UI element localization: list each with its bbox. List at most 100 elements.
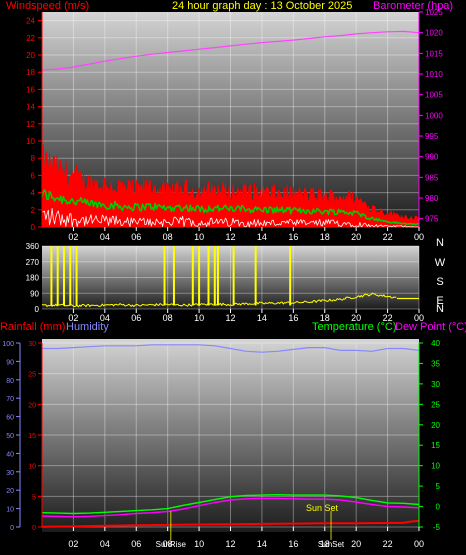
temperature-tick-label: 0 [436,503,441,512]
compass-label: W [435,257,446,269]
temperature-tick-label: 5 [436,482,441,491]
wind-tick-label: 12 [26,120,35,129]
barometer-series [41,30,420,71]
x-tick-label: 00 [414,313,424,323]
wind-tick-label: 10 [26,137,35,146]
wind-axis-title: Windspeed (m/s) [6,0,89,12]
wind-tick-label: 16 [26,85,35,94]
x-tick-label: 20 [351,539,361,549]
wind-tick-label: 4 [31,189,36,198]
x-tick-label: 04 [100,539,110,549]
x-tick-label: 06 [131,539,141,549]
wind-tick-label: 22 [26,34,35,43]
wind-average-series [41,189,420,226]
humidity-series [42,344,420,353]
humidity-tick-label: 60 [6,415,14,422]
temperature-tick-label: 40 [431,339,440,348]
wind-gust-series [41,144,420,228]
temperature-tick-label: 20 [431,421,440,430]
humidity-tick-label: 70 [6,396,14,403]
dewpoint-series [41,497,420,518]
temperature-tick-label: -5 [433,523,441,532]
humidity-tick-label: 10 [6,507,14,514]
wind-tick-label: 6 [31,171,36,180]
x-tick-label: 00 [414,539,424,549]
rain-tick-label: 0 [32,525,36,532]
x-tick-label: 08 [163,232,173,242]
x-tick-label: 08 [163,313,173,323]
x-tick-label: 22 [383,539,393,549]
humidity-tick-label: 80 [6,378,14,385]
wind-tick-label: 8 [31,154,36,163]
x-tick-label: 18 [320,313,330,323]
compass-label: N [436,237,444,249]
sunset-label-bottom: SunSet [318,540,345,549]
x-tick-label: 12 [225,539,235,549]
rain-tick-label: 15 [28,433,36,440]
direction-tick-label: 90 [30,289,39,298]
x-tick-label: 02 [68,232,78,242]
wind-tick-label: 2 [31,206,36,215]
x-tick-label: 04 [100,232,110,242]
humidity-axis-title: Humidity [66,321,109,333]
x-tick-label: 06 [131,232,141,242]
humidity-tick-label: 100 [2,341,14,348]
humidity-tick-label: 90 [6,359,14,366]
temperature-tick-label: 35 [431,359,440,368]
rain-tick-label: 5 [32,494,36,501]
x-tick-label: 16 [288,232,298,242]
x-tick-label: 02 [68,313,78,323]
humidity-tick-label: 20 [6,488,14,495]
rain-tick-label: 10 [28,464,36,471]
sunrise-label: SunRise [156,540,187,549]
temperature-series [41,494,420,515]
x-tick-label: 12 [225,313,235,323]
compass-label: N [436,303,444,315]
barometer-tick-label: 1005 [425,91,443,100]
sunset-label: Sun Set [306,503,339,513]
x-tick-label: 18 [320,539,330,549]
direction-tick-label: 0 [35,305,40,314]
barometer-tick-label: 1020 [425,29,443,38]
barometer-tick-label: 980 [425,194,439,203]
temperature-tick-label: 10 [431,462,440,471]
x-tick-label: 06 [131,313,141,323]
x-tick-label: 14 [257,232,267,242]
compass-label: E [436,295,443,307]
rainfall-series [41,519,420,528]
compass-label: S [436,276,443,288]
humidity-tick-label: 30 [6,470,14,477]
barometer-tick-label: 990 [425,153,439,162]
x-tick-label: 14 [257,539,267,549]
rain-tick-label: 30 [28,341,36,348]
wind-direction-series [41,292,397,308]
direction-tick-label: 360 [26,242,40,251]
wind-tick-label: 18 [26,68,35,77]
barometer-axis-title: Barometer (hpa) [373,0,453,12]
x-tick-label: 10 [194,539,204,549]
temperature-tick-label: 15 [431,441,440,450]
x-tick-label: 22 [383,313,393,323]
rainfall-axis-title: Rainfall (mm) [0,321,65,333]
wind-tick-label: 0 [31,223,36,232]
x-tick-label: 10 [194,232,204,242]
direction-tick-label: 270 [26,258,40,267]
wind-minimum-series [41,207,420,228]
x-tick-label: 12 [225,232,235,242]
barometer-tick-label: 1025 [425,8,443,17]
x-tick-label: 14 [257,313,267,323]
x-tick-label: 00 [414,232,424,242]
barometer-tick-label: 995 [425,132,439,141]
direction-tick-label: 180 [26,274,40,283]
temperature-axis-title: Temperature (°C) [312,321,396,333]
humidity-tick-label: 40 [6,451,14,458]
x-tick-label: 16 [288,313,298,323]
x-tick-label: 22 [383,232,393,242]
barometer-tick-label: 975 [425,215,439,224]
direction-panel [42,246,419,309]
humidity-tick-label: 0 [10,525,14,532]
x-tick-label: 02 [68,539,78,549]
x-tick-label: 04 [100,313,110,323]
barometer-tick-label: 1015 [425,49,443,58]
